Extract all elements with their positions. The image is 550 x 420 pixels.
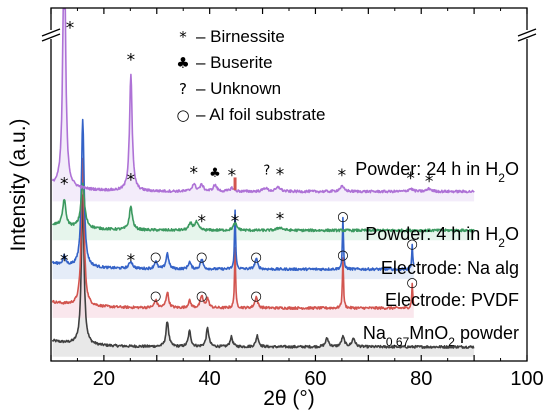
axis-break-right — [517, 28, 537, 42]
series-line-3 — [51, 182, 475, 233]
trace-labels: Na0.67MnO2 powder Electrode: PVDF Electrod… — [355, 159, 519, 349]
peak-marker-14: * — [276, 209, 285, 229]
peak-marker-6: * — [228, 166, 237, 186]
legend-item-2: ? – Unknown — [179, 79, 281, 98]
peak-marker-18: ○ — [196, 250, 207, 265]
peak-marker-19: ○ — [251, 250, 262, 265]
peak-marker-25: ○ — [337, 248, 348, 263]
peak-marker-16: * — [127, 251, 136, 271]
peak-marker-5: ♣ — [209, 166, 221, 181]
legend-item-3: ○ – Al foil substrate — [176, 105, 325, 124]
peak-marker-24: ○ — [251, 289, 262, 304]
legend-label-2: – Unknown — [196, 79, 281, 98]
peak-marker-11: * — [425, 172, 434, 192]
legend-item-0: * – Birnessite — [179, 27, 285, 46]
x-tick-label-80: 80 — [410, 368, 432, 390]
legend-symbol-3: ○ — [176, 106, 189, 124]
trace-shading — [52, 9, 475, 357]
trace-label-2: Electrode: Na alg — [381, 258, 519, 278]
x-tick-label-40: 40 — [199, 368, 221, 390]
series-line-2 — [51, 118, 415, 272]
peak-marker-20: ○ — [337, 209, 348, 224]
peak-marker-1: * — [127, 50, 136, 70]
peak-marker-8: * — [276, 165, 285, 185]
legend-label-0: – Birnessite — [196, 27, 285, 46]
peak-marker-7: ? — [263, 163, 270, 178]
peak-marker-26: ○ — [407, 276, 418, 291]
peak-marker-9: * — [338, 166, 347, 186]
legend: * – Birnessite ♣ – Buserite? – Unknown ○ – Al … — [176, 27, 325, 124]
series-line-1 — [51, 157, 415, 311]
peak-marker-10: * — [406, 169, 415, 189]
peak-marker-4: * — [190, 163, 199, 183]
axis-break-left — [41, 28, 61, 42]
y-axis-title: Intensity (a.u.) — [7, 118, 30, 251]
trace-shade-3 — [52, 183, 475, 241]
legend-symbol-2: ? — [179, 80, 187, 98]
trace-label-3: Powder: 4 h in H2O — [365, 224, 519, 250]
peak-marker-13: * — [231, 212, 240, 232]
trace-label-4: Powder: 24 h in H2O — [355, 159, 519, 185]
x-tick-label-100: 100 — [510, 368, 543, 390]
peak-marker-3: * — [127, 170, 136, 190]
legend-label-3: – Al foil substrate — [196, 105, 325, 124]
peak-marker-12: * — [197, 212, 206, 232]
trace-label-0: Na0.67MnO2 powder — [363, 323, 519, 349]
peak-marker-23: ○ — [196, 289, 207, 304]
peak-marker-2: * — [60, 175, 69, 195]
peak-marker-22: ○ — [150, 289, 161, 304]
peak-markers: * * * * * ♣ *? * * * * * * * * * ○ ○ ○ ○ ○ ○ ○ ○ ○ ○ — [60, 19, 433, 304]
x-axis-ticks: 20 40 60 80 100 — [50, 8, 544, 390]
x-axis-title: 2θ (°) — [263, 387, 315, 410]
diffraction-traces — [51, 8, 475, 349]
legend-label-1: – Buserite — [196, 53, 273, 72]
peak-marker-17: ○ — [150, 250, 161, 265]
peak-marker-15: * — [60, 251, 69, 271]
series-line-0 — [51, 194, 475, 349]
legend-symbol-0: * — [179, 28, 187, 46]
trace-label-1: Electrode: PVDF — [385, 290, 519, 310]
x-tick-label-20: 20 — [93, 368, 115, 390]
x-tick-label-60: 60 — [304, 368, 326, 390]
trace-shade-1 — [52, 158, 414, 318]
peak-marker-0: * — [66, 19, 75, 39]
legend-item-1: ♣ – Buserite — [176, 53, 272, 72]
legend-symbol-1: ♣ — [176, 54, 189, 72]
peak-marker-21: ○ — [407, 237, 418, 252]
series-line-4 — [51, 8, 475, 194]
trace-shade-2 — [52, 119, 414, 280]
